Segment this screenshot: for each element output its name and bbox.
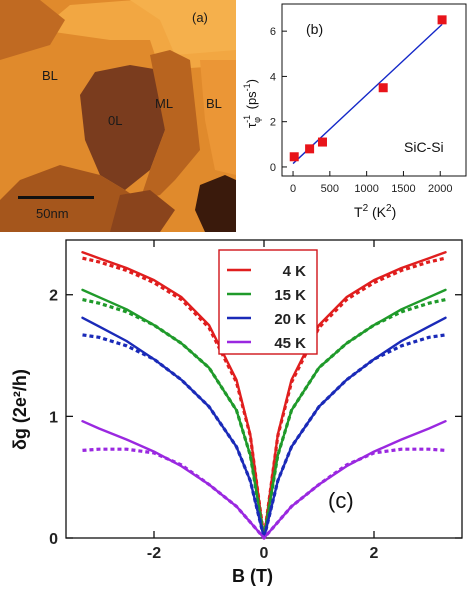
panel-c-xtick-label: 0 xyxy=(260,545,269,562)
panel-b-xtick-label: 1000 xyxy=(354,183,378,195)
legend-entries: 4 K 15 K 20 K 45 K xyxy=(227,263,306,352)
panel-b-ylabel-unit-open: (ps xyxy=(244,91,259,113)
legend-label: 4 K xyxy=(283,263,307,280)
panel-c-label: (c) xyxy=(328,488,354,513)
panel-b-xlabel-unit-sup: 2 xyxy=(386,203,392,214)
panel-b-data-point xyxy=(305,144,315,154)
panel-b-data-point xyxy=(378,83,388,93)
panel-b-xlabel-unit-close: ) xyxy=(392,204,397,220)
panel-b-ytick-label: 4 xyxy=(270,71,276,83)
panel-b-ytick-label: 0 xyxy=(270,162,276,174)
afm-bright-terrace-top xyxy=(130,0,236,55)
panel-b-ylabel-sup: -1 xyxy=(242,115,252,123)
panel-a-afm-image: (a) BL 0L ML BL 50nm xyxy=(0,0,236,232)
panel-b-ytick-label: 6 xyxy=(270,26,276,38)
panel-c-xlabel: B (T) xyxy=(232,566,273,586)
panel-b-ylabel-unit-close: ) xyxy=(244,79,259,83)
legend-box xyxy=(218,249,318,355)
panel-b-xtick-label: 1500 xyxy=(391,183,415,195)
panel-b-data-point xyxy=(317,137,327,147)
scale-bar xyxy=(18,196,94,199)
panel-b-data-point xyxy=(437,15,447,25)
panel-b-annotation: SiC-Si xyxy=(404,139,444,155)
panel-c-xtick-label: -2 xyxy=(147,545,161,562)
panel-b-ylabel: τ-1φ (ps-1) xyxy=(242,79,262,128)
legend-label: 45 K xyxy=(274,335,306,352)
panel-b-ylabel-base: τ xyxy=(244,122,259,128)
scale-bar-label: 50nm xyxy=(36,206,69,221)
panel-b-xlabel-unit-open: (K xyxy=(368,204,387,220)
panel-c-plot: -2 0 2 0 1 2 4 K 15 K 20 K 45 K (c) B (T) δg (2e… xyxy=(10,239,463,586)
panel-b-fit-layer xyxy=(292,23,443,165)
panel-c-ytick-label: 2 xyxy=(49,288,58,305)
afm-bottom-dark xyxy=(110,190,175,232)
panel-b-xlabel-sup: 2 xyxy=(363,203,369,214)
panel-b-xlabel-base: T xyxy=(354,204,363,220)
panel-c-ytick-label: 1 xyxy=(49,409,58,426)
panel-b-axes: 0 500 1000 1500 2000 0 2 4 6 xyxy=(270,26,453,195)
panel-c-xtick-label: 2 xyxy=(370,545,379,562)
panel-b-ylabel-unit-sup: -1 xyxy=(242,83,252,91)
afm-mid-terrace xyxy=(0,0,65,60)
legend-label: 20 K xyxy=(274,311,306,328)
panel-b-data-point xyxy=(289,152,299,162)
panel-c-legend: 4 K 15 K 20 K 45 K xyxy=(218,249,318,355)
series-line-20k-dotted xyxy=(82,333,446,540)
panel-a-label: (a) xyxy=(192,10,208,25)
panel-b-points-layer xyxy=(289,15,447,162)
afm-ML-region xyxy=(140,50,200,200)
panel-b-ylabel-sub: φ xyxy=(252,117,262,123)
region-label-bl-right: BL xyxy=(206,96,222,111)
panel-b-xtick-label: 500 xyxy=(321,183,339,195)
panel-c-lines-layer xyxy=(81,250,447,540)
region-label-0l: 0L xyxy=(108,113,122,128)
panel-b-label: (b) xyxy=(306,21,323,37)
panel-b-ytick-label: 2 xyxy=(270,117,276,129)
afm-0L-region xyxy=(80,65,165,190)
afm-right-terrace xyxy=(200,60,236,175)
panel-b-xlabel: T2 (K2) xyxy=(354,203,396,220)
series-line-45k-dotted xyxy=(82,447,446,540)
region-label-bl-left: BL xyxy=(42,68,58,83)
panel-b-xtick-label: 2000 xyxy=(428,183,452,195)
panel-c-ytick-label: 0 xyxy=(49,531,58,548)
panel-b-fit-line xyxy=(292,23,443,165)
panel-c-ylabel: δg (2e²/h) xyxy=(10,369,30,450)
afm-dark-pit xyxy=(195,175,236,232)
region-label-ml: ML xyxy=(155,96,173,111)
series-line-15k-dotted xyxy=(82,298,446,540)
legend-label: 15 K xyxy=(274,287,306,304)
panel-b-xtick-label: 0 xyxy=(290,183,296,195)
